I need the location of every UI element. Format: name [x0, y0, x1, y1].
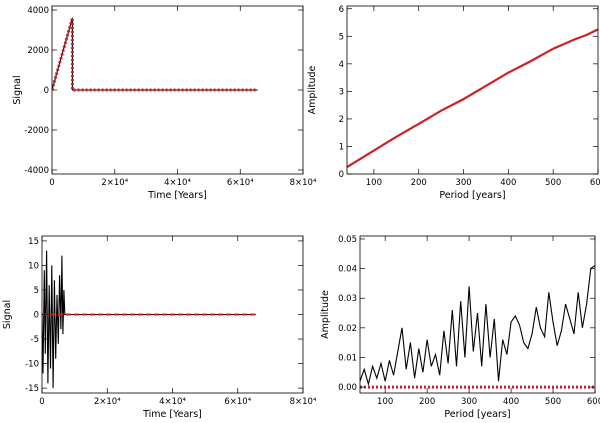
x-tick-label: 300: [461, 397, 477, 407]
panel-period-amplitude-bottom: 100 200 300 400 500 600 0.00 0.01 0.02 0.03 0.04 0.…: [320, 235, 600, 420]
y-tick-label: -5: [31, 335, 39, 345]
y-tick-label: 5: [339, 32, 344, 42]
y-tick-label: 6: [339, 5, 344, 15]
x-tick-label: 200: [411, 178, 427, 188]
x-tick-label: 600: [590, 178, 600, 188]
x-tick-label: 4×10⁴: [164, 178, 191, 188]
series-line-spectrum: [347, 28, 598, 168]
x-tick-label: 2×10⁴: [101, 178, 128, 188]
x-tick-label: 8×10⁴: [290, 178, 317, 188]
y-tick-label: 4000: [27, 6, 49, 16]
y-axis-title: Amplitude: [307, 66, 318, 115]
x-tick-label: 500: [545, 178, 561, 188]
y-tick-label: 0.03: [338, 294, 357, 304]
series-line-signal: [52, 17, 258, 91]
y-tick-label: -10: [25, 360, 39, 370]
x-tick-label: 200: [419, 397, 435, 407]
y-tick-label: 0.00: [338, 383, 357, 393]
y-tick-label: 0.02: [338, 324, 357, 334]
x-axis-title: Period [years]: [439, 190, 505, 201]
y-tick-label: 0: [44, 86, 49, 96]
y-tick-label: 10: [28, 261, 39, 271]
panel-period-amplitude-top: 100 200 300 400 500 600 0 1 2 3 4 5 6 Period [years] A…: [307, 5, 600, 201]
y-tick-label: 3: [339, 87, 344, 97]
x-tick-label: 300: [455, 178, 471, 188]
series-line-spectrum: [360, 265, 595, 387]
y-tick-label: 5: [34, 286, 39, 296]
series-line-model: [347, 28, 598, 169]
x-tick-label: 400: [500, 178, 516, 188]
y-tick-label: 0: [339, 170, 344, 180]
x-tick-label: 4×10⁴: [159, 397, 186, 407]
y-axis-title: Signal: [12, 75, 23, 104]
y-tick-label: -4000: [24, 166, 49, 176]
y-tick-label: 0: [34, 311, 39, 321]
x-tick-label: 100: [366, 178, 382, 188]
x-axis-title: Time [Years]: [147, 190, 207, 201]
y-tick-label: 0.04: [338, 265, 357, 275]
x-tick-label: 500: [545, 397, 561, 407]
x-tick-label: 400: [503, 397, 519, 407]
x-tick-label: 2×10⁴: [94, 397, 121, 407]
y-tick-label: 15: [28, 237, 39, 247]
x-tick-label: 0: [39, 397, 44, 407]
x-tick-label: 6×10⁴: [224, 397, 251, 407]
x-tick-label: 600: [587, 397, 600, 407]
series-line-model: [52, 17, 258, 92]
x-tick-label: 8×10⁴: [290, 397, 317, 407]
y-axis-title: Amplitude: [320, 290, 331, 339]
x-tick-label: 0: [49, 178, 54, 188]
series-line-residual: [42, 250, 256, 389]
y-tick-label: 2000: [27, 46, 49, 56]
y-axis-title: Signal: [2, 300, 13, 329]
plot-frame: [346, 5, 599, 175]
y-tick-label: 0.01: [338, 353, 357, 363]
x-tick-label: 100: [377, 397, 393, 407]
y-tick-label: -2000: [24, 126, 49, 136]
y-tick-label: 0.05: [338, 235, 357, 245]
x-axis-title: Time [Years]: [142, 409, 202, 420]
y-tick-label: 2: [339, 115, 344, 125]
x-tick-label: 6×10⁴: [227, 178, 254, 188]
y-tick-label: 1: [339, 142, 344, 152]
panel-time-signal-bottom: 0 2×10⁴ 4×10⁴ 6×10⁴ 8×10⁴ -15 -10 -5 0 5 10 15 Time …: [2, 235, 317, 420]
panel-time-signal-top: 0 2×10⁴ 4×10⁴ 6×10⁴ 8×10⁴ -4000 -2000 0 2000 4000…: [12, 5, 317, 201]
y-tick-label: -15: [25, 384, 39, 394]
y-tick-label: 4: [339, 60, 344, 70]
plot-frame: [359, 235, 596, 394]
x-axis-title: Period [years]: [444, 409, 510, 420]
